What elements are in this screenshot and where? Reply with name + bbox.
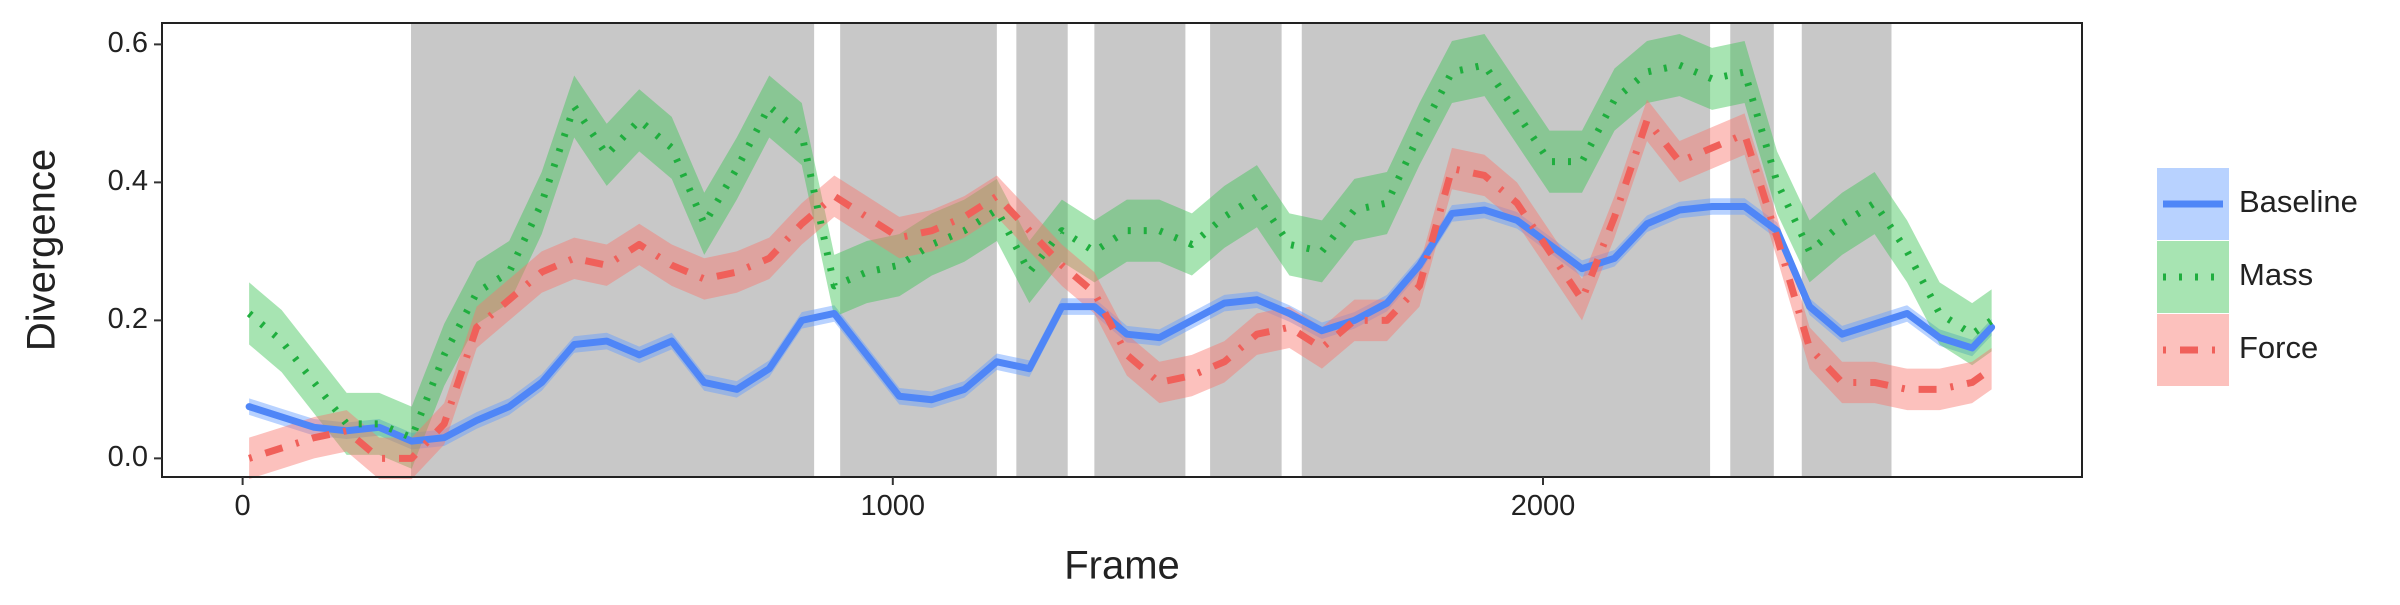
shaded-region	[1801, 23, 1892, 477]
series-line	[248, 116, 1994, 462]
x-axis-title: Frame	[1064, 544, 1180, 588]
y-tick-label: 0.4	[108, 165, 148, 197]
shaded-region	[1210, 23, 1282, 477]
x-tick-label: 0	[235, 490, 251, 522]
legend-key	[2157, 241, 2229, 313]
confidence-band	[249, 34, 1992, 469]
shaded-region	[1016, 23, 1068, 477]
shaded-region	[411, 23, 815, 477]
legend-label: Mass	[2239, 257, 2313, 292]
plot-border	[161, 22, 2083, 478]
legend-label: Baseline	[2239, 184, 2358, 219]
x-tick-label: 2000	[1511, 490, 1576, 522]
y-tick-label: 0.2	[108, 303, 148, 335]
series-line	[245, 203, 1996, 445]
y-tick-label: 0.0	[108, 441, 148, 473]
confidence-band	[249, 198, 1992, 450]
x-tick-label: 1000	[861, 490, 926, 522]
y-axis-title: Divergence	[20, 149, 64, 351]
y-tick-label: 0.6	[108, 27, 148, 59]
shaded-region	[1094, 23, 1186, 477]
legend-label: Force	[2239, 330, 2318, 365]
